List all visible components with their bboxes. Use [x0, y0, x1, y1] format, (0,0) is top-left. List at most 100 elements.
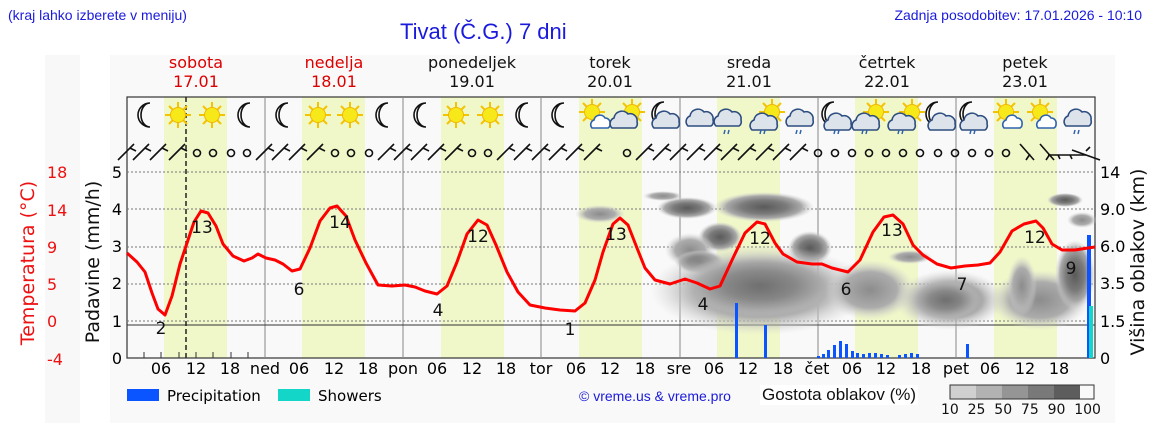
temp-label-min: 4 — [433, 301, 444, 321]
legend-showers: Showers — [318, 387, 382, 405]
cloud-height-tick: 0 — [1100, 349, 1111, 368]
temp-label-max: 12 — [1024, 228, 1046, 248]
region-hint[interactable]: (kraj lahko izberete v meniju) — [8, 7, 187, 23]
x-tick: 18 — [634, 359, 656, 378]
day-date: 17.01 — [173, 72, 219, 91]
precip-tick: 2 — [111, 274, 122, 293]
temp-tick: 5 — [47, 275, 58, 294]
cloud-height-tick: 3.5 — [1100, 274, 1126, 293]
precip-tick: 5 — [111, 163, 122, 182]
day-header-5: sreda 21.01 — [679, 53, 819, 91]
day-name: petek — [1002, 53, 1048, 72]
x-tick: tor — [529, 359, 553, 378]
density-tick: 50 — [994, 402, 1013, 418]
temp-label-max: 13 — [191, 218, 213, 238]
density-tick: 90 — [1047, 402, 1066, 418]
x-tick: 06 — [703, 359, 725, 378]
density-tick: 10 — [941, 402, 959, 418]
day-date: 20.01 — [587, 72, 633, 91]
x-tick: čet — [804, 359, 830, 378]
x-tick: 06 — [426, 359, 448, 378]
precip-tick: 1 — [111, 312, 122, 331]
precipitation-swatch — [127, 389, 159, 401]
x-tick: 06 — [288, 359, 310, 378]
x-tick: pon — [387, 359, 419, 378]
temp-label-min: 7 — [957, 275, 968, 295]
temperature-line — [125, 204, 1096, 317]
precip-tick: 3 — [111, 237, 122, 256]
day-header-1: sobota 17.01 — [126, 53, 266, 91]
temp-tick: -4 — [47, 350, 63, 369]
day-header-4: torek 20.01 — [540, 53, 680, 91]
x-tick: 06 — [150, 359, 172, 378]
day-date: 21.01 — [726, 72, 772, 91]
x-tick: 12 — [737, 359, 759, 378]
temp-label-min: 1 — [565, 320, 576, 340]
x-tick: 18 — [772, 359, 794, 378]
temp-tick: 18 — [47, 163, 68, 182]
density-tick: 75 — [1020, 402, 1039, 418]
x-tick: 12 — [323, 359, 345, 378]
day-header-3: ponedeljek 19.01 — [402, 53, 542, 91]
temperature-axis-panel — [45, 55, 80, 423]
cloud-density-ticks: 10 25 50 75 90 100 — [941, 402, 1101, 418]
day-header-6: četrtek 22.01 — [817, 53, 957, 91]
showers-bar — [1089, 306, 1093, 358]
density-tick: 25 — [967, 402, 986, 418]
x-tick: 18 — [357, 359, 379, 378]
cloud-height-tick: 6.0 — [1100, 237, 1126, 256]
cloud-density-title: Gostota oblakov (%) — [760, 385, 919, 405]
cloud-density-scale — [949, 384, 1095, 400]
day-date: 23.01 — [1002, 72, 1048, 91]
x-tick: pet — [942, 359, 970, 378]
day-name: torek — [589, 53, 631, 72]
x-tick: 06 — [565, 359, 587, 378]
temp-label-last: 9 — [1066, 259, 1077, 279]
temp-label-max: 12 — [467, 227, 489, 247]
day-name: sreda — [726, 53, 772, 72]
precipitation-bars — [735, 235, 1091, 358]
x-tick: 18 — [219, 359, 241, 378]
temp-tick: 14 — [47, 201, 68, 220]
x-tick: 18 — [495, 359, 517, 378]
cloud-height-tick: 1.5 — [1100, 312, 1126, 331]
day-header-7: petek 23.01 — [955, 53, 1095, 91]
temp-label-min: 2 — [156, 319, 167, 339]
page-title: Tivat (Č.G.) 7 dni — [400, 19, 567, 44]
temp-tick: 0 — [47, 312, 58, 331]
wind-barbs — [117, 143, 1101, 161]
copyright-link[interactable]: © vreme.us & vreme.pro — [579, 388, 731, 404]
day-name: nedelja — [304, 53, 364, 72]
temp-label-max: 13 — [605, 225, 627, 245]
x-tick: sre — [666, 359, 692, 378]
temp-label-max: 13 — [881, 221, 903, 241]
day-date: 19.01 — [449, 72, 495, 91]
last-update: Zadnja posodobitev: 17.01.2026 - 10:10 — [894, 7, 1142, 23]
x-tick: 12 — [1014, 359, 1036, 378]
x-tick: 12 — [875, 359, 897, 378]
precip-tick: 0 — [111, 349, 122, 368]
x-tick: 18 — [910, 359, 932, 378]
showers-swatch — [278, 389, 310, 401]
temp-label-min: 6 — [841, 280, 852, 300]
precip-tick: 4 — [111, 200, 122, 219]
day-date: 18.01 — [311, 72, 357, 91]
x-tick: 18 — [1048, 359, 1070, 378]
x-tick: 12 — [185, 359, 207, 378]
x-tick: 12 — [599, 359, 621, 378]
day-name: ponedeljek — [428, 53, 516, 72]
x-tick: 12 — [461, 359, 483, 378]
temp-label-max: 12 — [749, 229, 771, 249]
temp-label-min: 4 — [698, 295, 709, 315]
cloud-height-tick: 9.0 — [1100, 200, 1126, 219]
density-tick: 100 — [1074, 402, 1101, 418]
temperature-labels: 2 13 6 14 4 12 1 13 4 12 6 13 7 12 9 — [156, 213, 1077, 340]
cloud-density-field — [575, 191, 1097, 335]
cloud-height-tick: 14 — [1100, 163, 1121, 182]
day-header-2: nedelja 18.01 — [264, 53, 404, 91]
temp-label-min: 6 — [294, 280, 305, 300]
x-tick: 06 — [841, 359, 863, 378]
temp-label-max: 14 — [329, 213, 351, 233]
x-tick: 06 — [979, 359, 1001, 378]
